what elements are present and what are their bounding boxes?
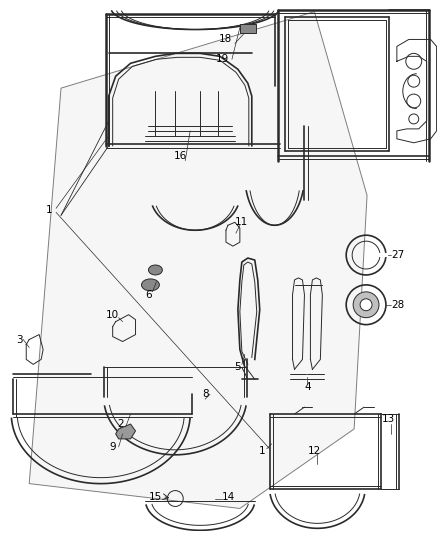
Text: 6: 6 <box>145 290 152 300</box>
Text: 28: 28 <box>391 300 404 310</box>
Text: 15: 15 <box>149 491 162 502</box>
FancyBboxPatch shape <box>240 23 256 34</box>
Text: 27: 27 <box>391 250 404 260</box>
Ellipse shape <box>148 265 162 275</box>
Polygon shape <box>116 424 135 439</box>
Text: 10: 10 <box>106 310 119 320</box>
Text: 1: 1 <box>258 446 265 456</box>
Text: 3: 3 <box>16 335 23 344</box>
Text: 5: 5 <box>235 362 241 373</box>
Text: 9: 9 <box>110 442 116 452</box>
Circle shape <box>353 292 379 318</box>
Text: 1: 1 <box>46 205 53 215</box>
Text: 4: 4 <box>304 382 311 392</box>
Text: 16: 16 <box>173 151 187 161</box>
Text: 18: 18 <box>218 35 232 44</box>
Text: 14: 14 <box>221 491 235 502</box>
Text: 13: 13 <box>382 414 396 424</box>
Text: 19: 19 <box>215 54 229 64</box>
Text: 2: 2 <box>117 419 124 429</box>
Ellipse shape <box>141 279 159 291</box>
Polygon shape <box>29 12 367 508</box>
Text: 11: 11 <box>235 217 248 227</box>
Text: 12: 12 <box>308 446 321 456</box>
Text: 8: 8 <box>202 389 208 399</box>
Circle shape <box>360 299 372 311</box>
